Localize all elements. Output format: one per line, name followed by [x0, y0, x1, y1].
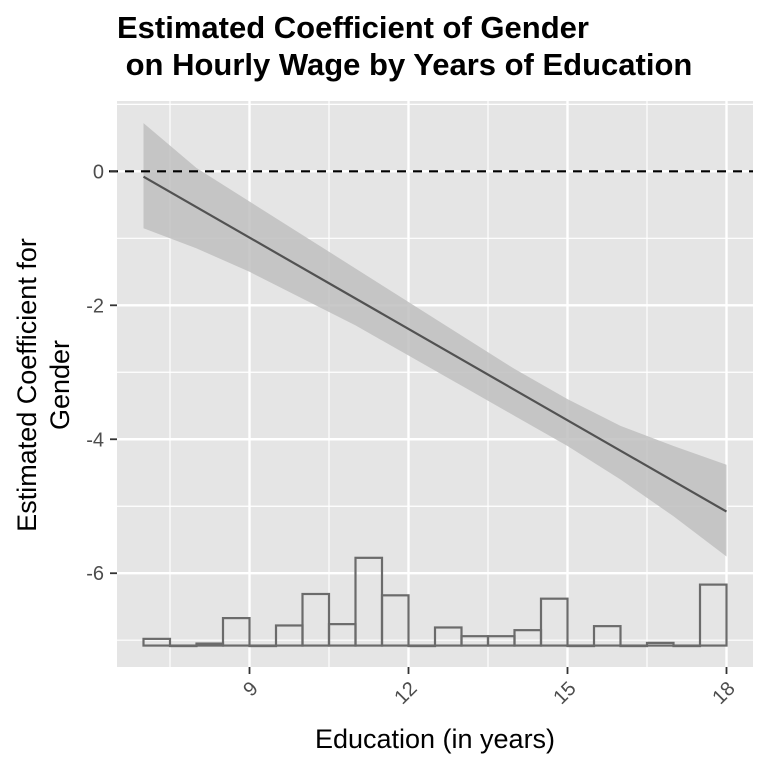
histogram-bar	[645, 641, 675, 647]
x-tick-label: 9	[239, 678, 262, 701]
histogram-bar	[142, 637, 172, 647]
y-axis-label: Estimated Coefficient for Gender	[12, 238, 75, 532]
histogram-bar	[619, 644, 649, 648]
y-tick-label: -2	[86, 295, 104, 317]
histogram-bar	[566, 644, 596, 648]
histogram-bar	[592, 625, 622, 647]
histogram-bar	[168, 644, 198, 648]
y-axis-label-line-1: Estimated Coefficient for	[12, 238, 42, 532]
histogram-bar	[301, 592, 331, 647]
x-tick-label: 18	[708, 678, 739, 709]
series-line-0	[142, 175, 728, 513]
histogram	[142, 556, 728, 648]
y-tick-label: -4	[86, 429, 104, 451]
histogram-bar	[221, 617, 251, 647]
series-lines	[142, 175, 728, 513]
histogram-bar	[672, 644, 702, 648]
confidence-band-area	[143, 123, 727, 557]
histogram-bar	[380, 594, 410, 647]
x-axis-label: Education (in years)	[315, 724, 555, 754]
y-axis-label-line-2: Gender	[45, 340, 75, 430]
y-tick-label: -6	[86, 563, 104, 585]
histogram-bar	[539, 597, 569, 647]
y-axis: 0 -2 -4 -6	[86, 161, 117, 585]
y-tick-label: 0	[93, 161, 104, 183]
chart-title-line-1: Estimated Coefficient of Gender	[117, 10, 589, 45]
x-tick-label: 12	[390, 678, 421, 709]
histogram-bar	[248, 644, 278, 648]
x-tick-label: 15	[549, 678, 580, 709]
confidence-band	[143, 123, 727, 557]
histogram-bar	[407, 644, 437, 648]
x-axis: 9 12 15 18	[239, 667, 740, 709]
chart-title-line-2: on Hourly Wage by Years of Education	[117, 47, 693, 82]
histogram-bar	[195, 642, 225, 647]
histogram-bar	[698, 583, 728, 647]
